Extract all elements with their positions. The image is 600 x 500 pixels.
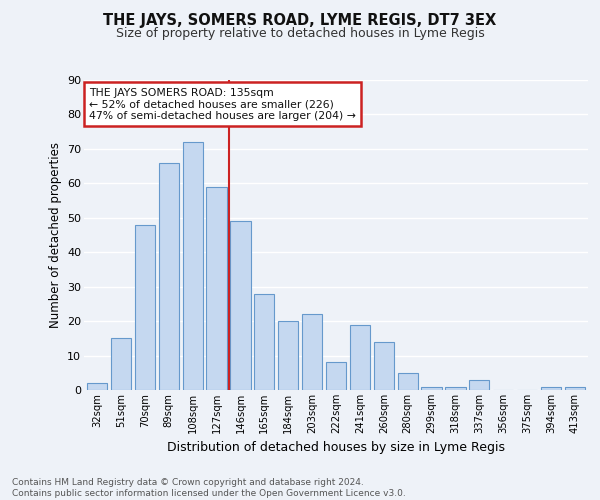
- Bar: [87, 383, 107, 390]
- Bar: [374, 342, 394, 390]
- Bar: [158, 162, 179, 390]
- Bar: [469, 380, 490, 390]
- Bar: [230, 221, 251, 390]
- Bar: [398, 373, 418, 390]
- Bar: [302, 314, 322, 390]
- Bar: [254, 294, 274, 390]
- Text: Contains HM Land Registry data © Crown copyright and database right 2024.
Contai: Contains HM Land Registry data © Crown c…: [12, 478, 406, 498]
- Text: Size of property relative to detached houses in Lyme Regis: Size of property relative to detached ho…: [116, 28, 484, 40]
- Bar: [182, 142, 203, 390]
- Bar: [445, 386, 466, 390]
- Bar: [541, 386, 561, 390]
- Bar: [326, 362, 346, 390]
- Bar: [565, 386, 585, 390]
- Bar: [135, 224, 155, 390]
- Text: THE JAYS, SOMERS ROAD, LYME REGIS, DT7 3EX: THE JAYS, SOMERS ROAD, LYME REGIS, DT7 3…: [103, 12, 497, 28]
- Bar: [111, 338, 131, 390]
- Bar: [206, 187, 227, 390]
- Bar: [421, 386, 442, 390]
- Bar: [278, 321, 298, 390]
- Text: THE JAYS SOMERS ROAD: 135sqm
← 52% of detached houses are smaller (226)
47% of s: THE JAYS SOMERS ROAD: 135sqm ← 52% of de…: [89, 88, 356, 121]
- X-axis label: Distribution of detached houses by size in Lyme Regis: Distribution of detached houses by size …: [167, 442, 505, 454]
- Bar: [350, 324, 370, 390]
- Y-axis label: Number of detached properties: Number of detached properties: [49, 142, 62, 328]
